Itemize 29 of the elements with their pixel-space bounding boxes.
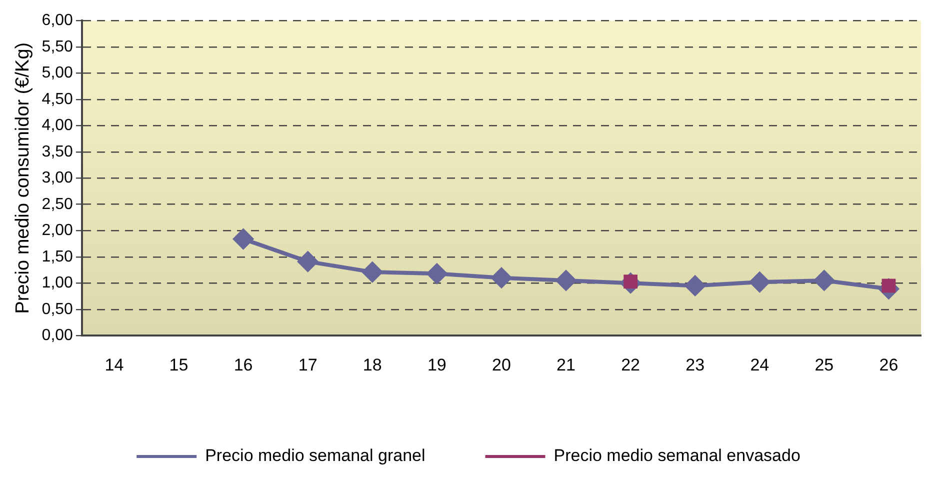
- legend-label: Precio medio semanal envasado: [554, 446, 800, 466]
- x-tick-label: 22: [621, 355, 640, 374]
- y-tick-label: 5,50: [42, 38, 74, 56]
- y-tick-label: 6,00: [42, 12, 74, 30]
- y-tick-label: 3,50: [42, 143, 74, 160]
- x-tick-label: 18: [362, 355, 382, 374]
- x-tick-label: 25: [814, 355, 834, 374]
- x-tick-label: 21: [556, 355, 576, 374]
- x-tick-label: 14: [104, 355, 124, 374]
- x-tick-label: 26: [879, 355, 898, 374]
- y-tick-label: 5,00: [42, 64, 74, 82]
- y-tick-label: 4,50: [42, 90, 74, 108]
- y-tick-label: 2,50: [42, 196, 74, 213]
- x-tick-label: 19: [427, 355, 446, 374]
- y-tick-label: 3,00: [42, 170, 74, 187]
- y-tick-label: 4,00: [42, 117, 74, 134]
- y-tick-label: 0,00: [42, 327, 74, 344]
- y-axis-title: Precio medio consumidor (€/Kg): [12, 42, 34, 314]
- y-tick-label: 0,50: [42, 300, 74, 318]
- y-tick-label: 1,50: [42, 248, 74, 266]
- x-tick-label: 23: [686, 355, 705, 374]
- legend-label: Precio medio semanal granel: [205, 446, 426, 466]
- y-tick-label: 1,00: [42, 274, 74, 292]
- x-tick-label: 16: [234, 355, 253, 374]
- x-tick-label: 20: [492, 355, 511, 374]
- x-tick-label: 15: [169, 355, 188, 374]
- y-tick-label: 2,00: [42, 222, 74, 240]
- x-tick-label: 24: [750, 355, 770, 374]
- x-tick-label: 17: [298, 355, 318, 374]
